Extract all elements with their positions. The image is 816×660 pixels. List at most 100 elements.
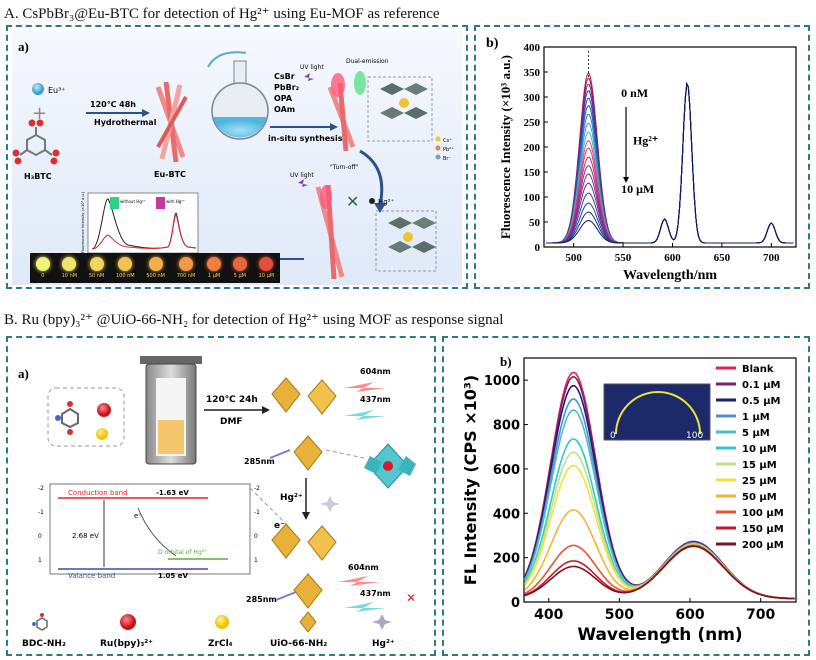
legend-label-hg: Hg²⁺ (372, 639, 395, 649)
x-axis-label: Wavelength/nm (623, 268, 717, 283)
concentration-dot (232, 257, 247, 271)
inset-label-without: without Hg²⁺ (120, 199, 146, 204)
mof-crystal-icon (364, 443, 416, 489)
y-tick-label: 200 (493, 552, 520, 567)
y-tick-label: 350 (524, 67, 541, 79)
legend-label-uio: UiO-66-NH₂ (270, 639, 327, 649)
reagent-box (47, 387, 125, 447)
excitation-285-b: 285nm (246, 595, 277, 604)
plus-sign: + (32, 103, 47, 124)
panel-b-scheme: a) 120℃ 24h DMF 604nm 437nm (6, 336, 436, 656)
legend-label: 5 μM (742, 428, 770, 439)
concentration-sample: 700 nM (176, 257, 196, 279)
uv-light-label: UV light (300, 64, 324, 71)
y-tick-label: 100 (524, 192, 541, 204)
annotation-arrowhead (623, 177, 630, 183)
concentration-dot (89, 257, 104, 271)
y-tick-label: 200 (524, 142, 541, 154)
legend-br: Br⁻ (443, 156, 451, 162)
inset-arc (615, 391, 701, 435)
eu-label: Eu³⁺ (48, 86, 66, 95)
annotation-10um: 10 μM (621, 182, 654, 196)
concentration-strip: 0 10 nM 50 nM 100 nM 500 nM 700 nM 1 μM 5 μM 10 … (30, 253, 280, 283)
eu-ion-icon (32, 83, 44, 95)
x-tick-label: 600 (664, 252, 681, 264)
emission-437-b: 437nm (360, 589, 391, 598)
y-axis-label: Fluorescence Intensity (×10³ a.u.) (498, 55, 513, 239)
inset-photo-without (110, 197, 119, 209)
ru-bpy-icon (97, 403, 111, 417)
panel-a-scheme: a) Eu³⁺ + H₃BTC 120℃ 48h Hydrothermal Eu… (6, 25, 468, 289)
bottom-legend (32, 611, 392, 633)
synthesis-conditions: 120℃ 24h (206, 395, 258, 405)
x-tick-label: 500 (605, 607, 634, 623)
axis-right-tick: -2 (254, 485, 260, 492)
legend-label: Blank (742, 364, 774, 375)
vb-label: Valance band (68, 572, 115, 580)
hydrothermal-conditions: 120℃ 48h (90, 100, 136, 109)
autoclave-icon (140, 356, 202, 465)
hg-star-icon (320, 496, 340, 512)
concentration-label: 100 nM (116, 273, 135, 279)
y-tick-label: 400 (524, 42, 541, 54)
excitation-arrow-b (275, 591, 297, 601)
blue-emission-bolt-b (344, 602, 386, 612)
excitation-arrow (269, 449, 291, 459)
reagent-1: CsBr (274, 72, 295, 81)
x-tick-label: 500 (565, 252, 582, 264)
reagent-4: OAm (274, 105, 295, 114)
annotation-ion: Hg²⁺ (633, 134, 658, 148)
concentration-dot (35, 257, 50, 271)
x-tick-label: 550 (615, 252, 632, 264)
concentration-label: 700 nM (176, 273, 196, 279)
dual-emission-rods-icon (327, 71, 366, 152)
legend-pb: Pb²⁺ (443, 147, 454, 153)
concentration-dot (118, 257, 133, 271)
y-tick-label: 0 (511, 596, 520, 611)
legend-ru-icon (120, 614, 136, 630)
section-b-title: B. Ru (bpy)₃²⁺ @UiO-66-NH₂ for detection… (4, 312, 504, 328)
axis-right-tick: -1 (254, 509, 260, 516)
energy-diagram (49, 483, 251, 575)
uio66-quenched-icon (271, 523, 337, 609)
perovskite-structure-icon-2 (375, 210, 437, 272)
turnoff-rods-icon: ✕ (315, 184, 359, 280)
cb-energy: -1.63 eV (156, 489, 189, 497)
inset-label-with: with Hg²⁺ (166, 199, 185, 204)
legend-label: 25 μM (742, 476, 777, 487)
legend-label: 0.5 μM (742, 396, 781, 407)
hydrothermal-label: Hydrothermal (94, 118, 157, 127)
reagent-arrow (207, 51, 247, 68)
concentration-dot (207, 257, 222, 271)
excitation-285: 285nm (244, 457, 275, 466)
reagent-2: PbBr₂ (274, 83, 300, 92)
concentration-label: 1 μM (207, 273, 221, 279)
y-tick-label: 600 (493, 463, 520, 478)
legend-bdc-icon (32, 613, 48, 631)
red-emission-bolt-b (338, 576, 380, 586)
legend-label: 0.1 μM (742, 380, 781, 391)
legend-label-zrcl4: ZrCl₄ (208, 639, 233, 649)
emission-604-b: 604nm (348, 563, 379, 572)
y-axis-label: FL Intensity (CPS ×10³) (461, 375, 480, 585)
concentration-sample: 50 nM (89, 257, 104, 279)
dual-emission-label: Dual-emission (346, 58, 389, 65)
hg-label: Hg²⁺ (280, 493, 303, 503)
axis-left-tick: 0 (38, 533, 42, 540)
h3btc-molecule-icon (12, 119, 60, 165)
concentration-dot (179, 257, 194, 271)
bdc-molecule-icon (55, 401, 79, 435)
uv-bolt-icon (304, 73, 314, 81)
hg-dot-icon (369, 198, 375, 204)
hg-label: Hg²⁺ (378, 198, 395, 206)
legend-zrcl4-icon (215, 615, 229, 629)
uio66-octahedra-icon (271, 377, 337, 471)
x-tick-label: 700 (746, 607, 775, 623)
axis-left-tick: 1 (38, 557, 42, 564)
legend-label-bdc: BDC-NH₂ (22, 639, 66, 649)
concentration-label: 5 μM (233, 273, 246, 279)
d-orbital-label: D orbital of Hg²⁺ (158, 549, 207, 556)
inset-ylabel: Fluorescence Intensity (×10³ a.u.) (81, 191, 85, 253)
flask-icon (211, 60, 269, 140)
concentration-label: 10 nM (61, 273, 78, 279)
